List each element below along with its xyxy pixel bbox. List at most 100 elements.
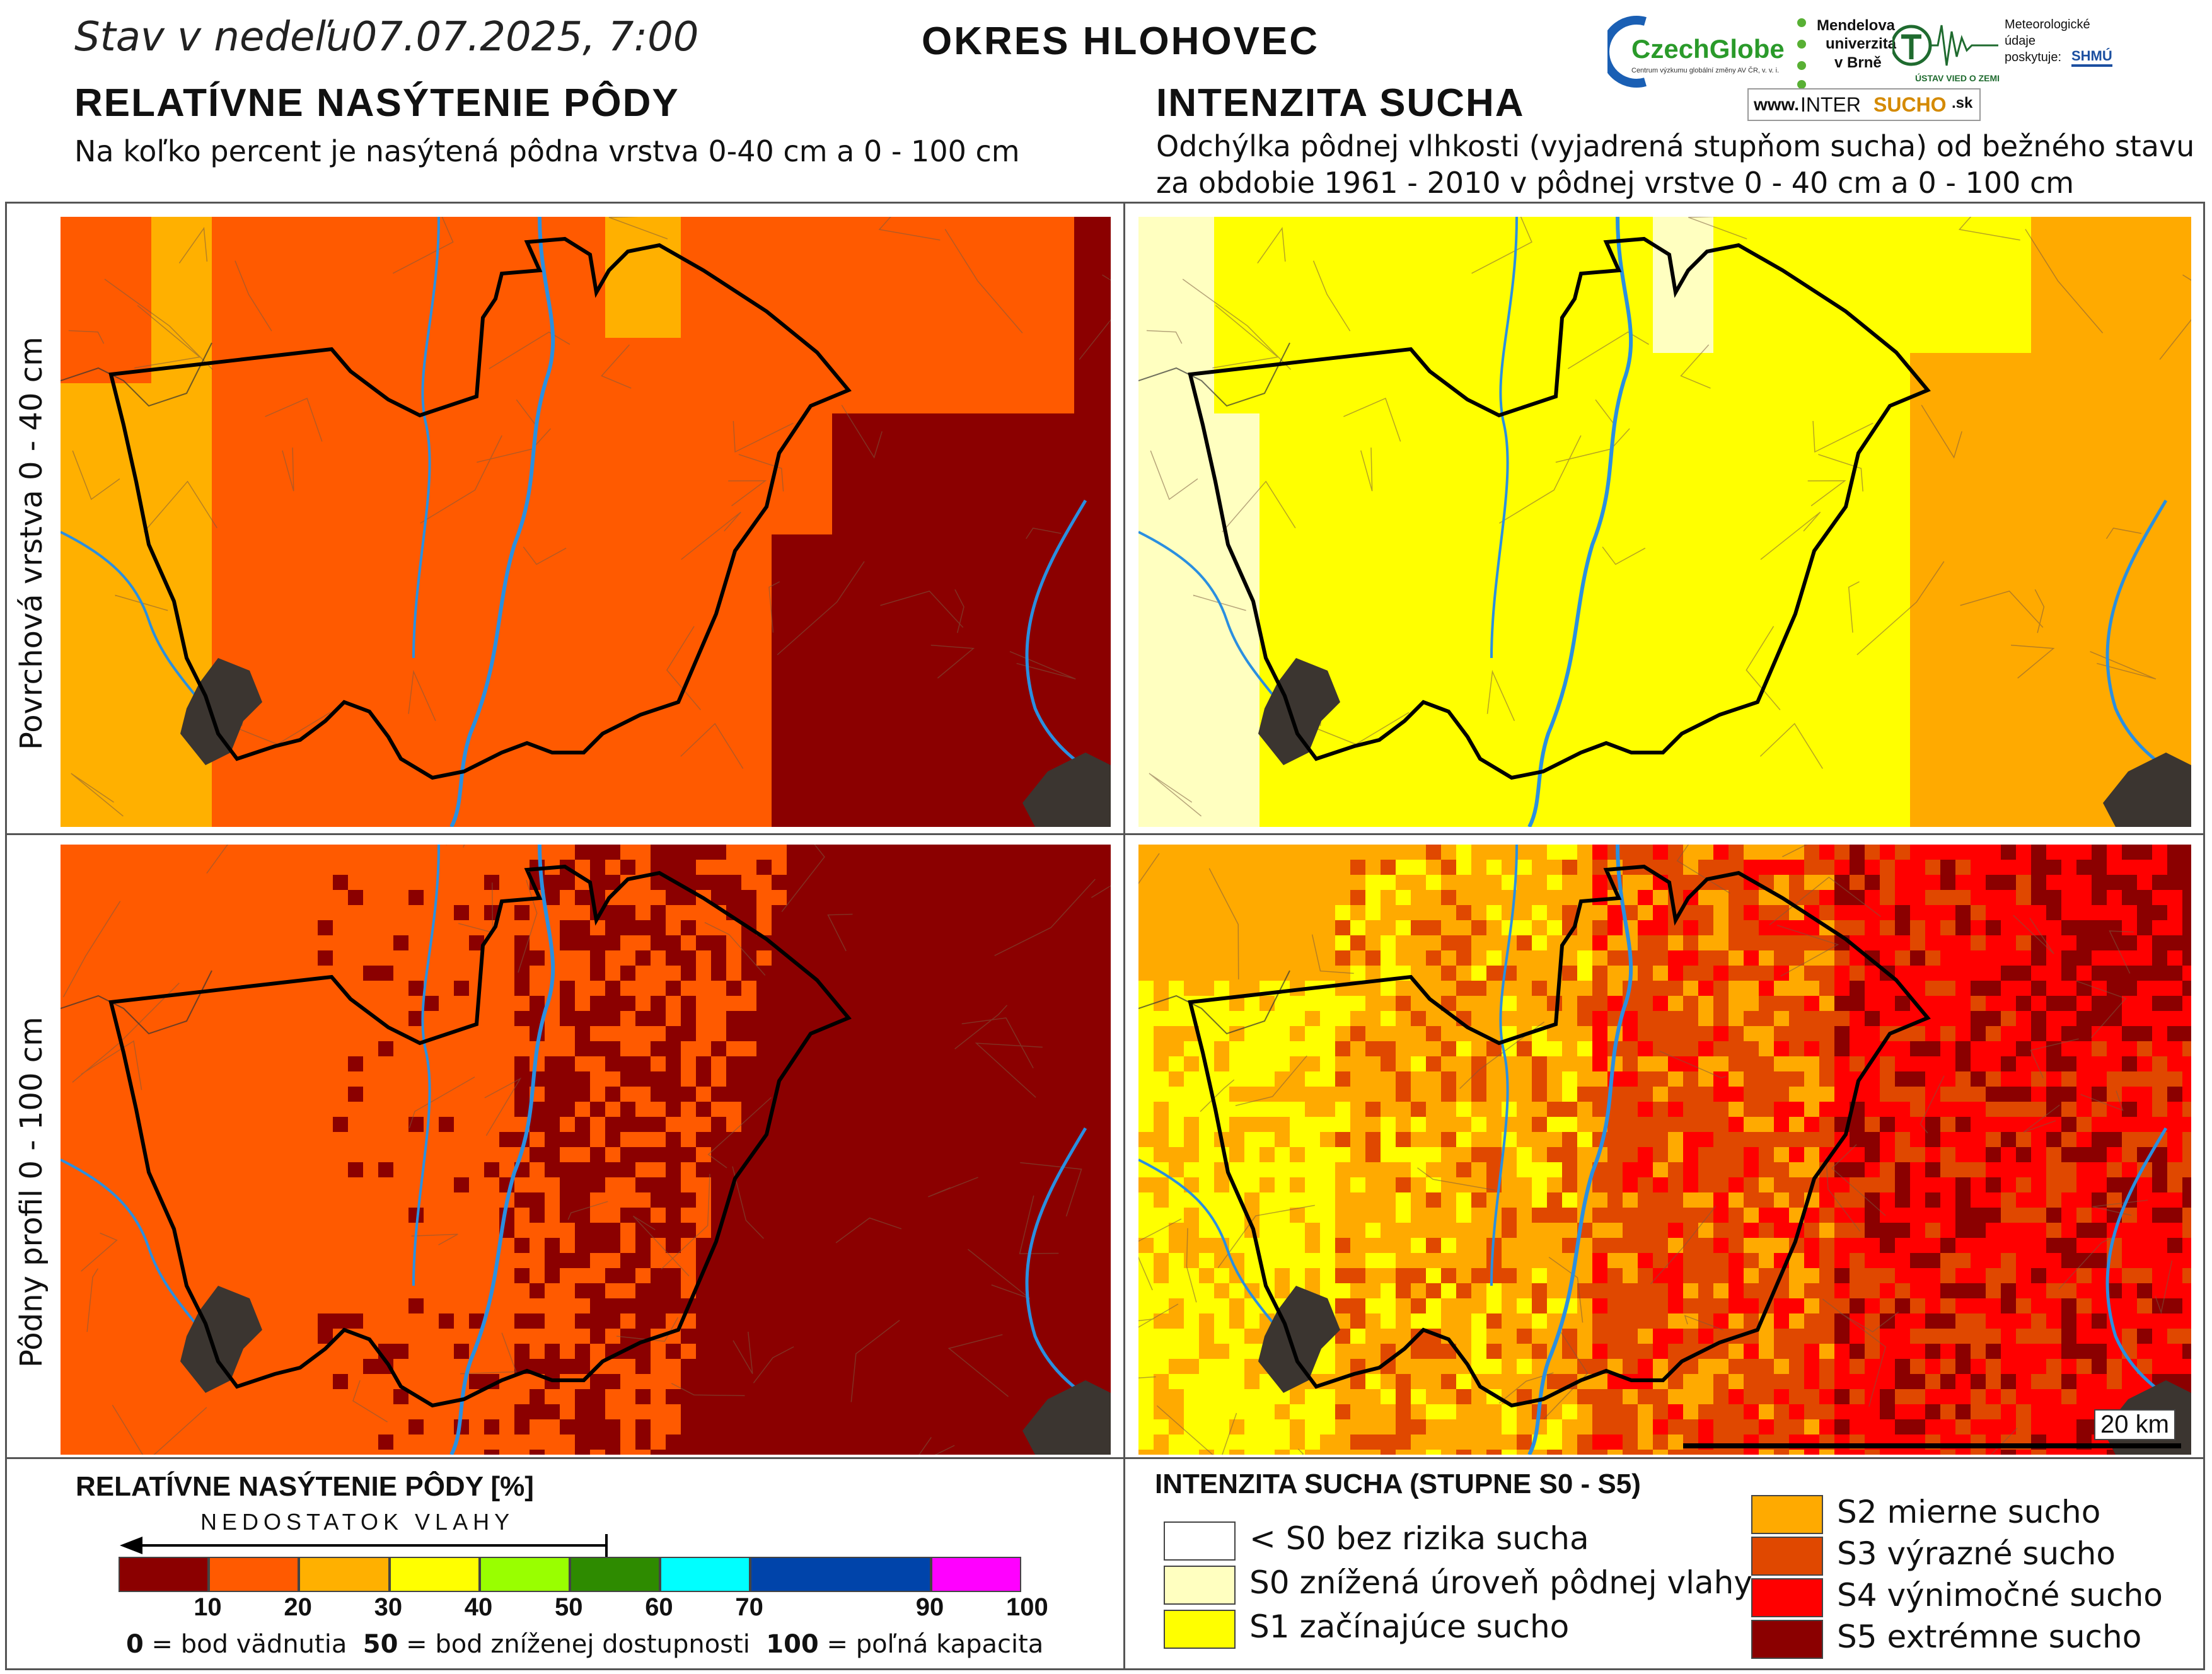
raster-cell — [393, 580, 409, 596]
raster-cell — [454, 292, 470, 308]
raster-cell — [333, 655, 349, 671]
raster-cell — [832, 217, 848, 233]
raster-cell — [726, 262, 742, 278]
raster-cell — [908, 413, 924, 429]
raster-cell — [121, 338, 137, 354]
raster-cell — [287, 595, 303, 611]
raster-cell — [605, 429, 621, 444]
raster-cell — [1396, 565, 1411, 580]
raster-cell — [2122, 625, 2138, 641]
raster-cell — [1154, 595, 1169, 611]
raster-cell — [408, 504, 424, 520]
raster-cell — [772, 247, 787, 263]
raster-cell — [1865, 247, 1880, 263]
raster-cell — [166, 368, 182, 384]
raster-cell — [1456, 504, 1472, 520]
raster-cell — [1986, 292, 2001, 308]
raster-cell — [287, 232, 303, 248]
raster-cell — [1290, 262, 1306, 278]
raster-cell — [1819, 368, 1835, 384]
raster-cell — [61, 444, 76, 459]
raster-cell — [1880, 489, 1896, 505]
raster-cell — [1089, 580, 1105, 596]
raster-cell — [726, 398, 742, 414]
raster-cell — [1396, 474, 1411, 490]
raster-cell — [1713, 444, 1729, 459]
raster-cell — [817, 504, 833, 520]
raster-cell — [1486, 474, 1502, 490]
raster-cell — [938, 398, 954, 414]
raster-cell — [2016, 292, 2032, 308]
raster-cell — [2076, 580, 2092, 596]
raster-cell — [635, 595, 651, 611]
raster-cell — [802, 459, 818, 475]
raster-cell — [1184, 580, 1200, 596]
raster-cell — [1744, 277, 1759, 293]
raster-cell — [1441, 353, 1457, 369]
raster-cell — [1214, 217, 1230, 233]
raster-cell — [2122, 353, 2138, 369]
raster-cell — [91, 761, 107, 777]
raster-cell — [2061, 338, 2077, 354]
raster-cell — [2031, 504, 2047, 520]
raster-cell — [787, 368, 802, 384]
raster-cell — [923, 610, 939, 626]
raster-cell — [1365, 504, 1381, 520]
raster-cell — [1880, 368, 1896, 384]
raster-cell — [1169, 308, 1184, 323]
raster-cell — [787, 776, 802, 792]
map-saturation-topsoil[interactable] — [61, 217, 1111, 827]
raster-cell — [1638, 459, 1653, 475]
raster-cell — [91, 671, 107, 686]
raster-cell — [1396, 444, 1411, 459]
raster-cell — [1350, 368, 1366, 384]
raster-cell — [711, 776, 727, 792]
raster-cell — [1955, 474, 1971, 490]
raster-cell — [1059, 232, 1075, 248]
raster-cell — [787, 550, 802, 565]
raster-cell — [1668, 565, 1684, 580]
raster-cell — [1955, 459, 1971, 475]
raster-cell — [182, 444, 197, 459]
raster-cell — [938, 413, 954, 429]
raster-cell — [2061, 262, 2077, 278]
raster-cell — [363, 655, 379, 671]
raster-cell — [1502, 459, 1517, 475]
raster-cell — [1320, 429, 1336, 444]
raster-cell — [1910, 429, 1926, 444]
raster-cell — [1059, 580, 1075, 596]
raster-cell — [1199, 277, 1215, 293]
raster-cell — [2092, 277, 2107, 293]
raster-cell — [1728, 247, 1744, 263]
raster-cell — [499, 383, 515, 399]
raster-cell — [1305, 580, 1321, 596]
raster-cell — [2152, 323, 2168, 338]
intersucho-part-b: SUCHO — [1873, 93, 1947, 116]
raster-cell — [1029, 731, 1045, 747]
intersucho-link[interactable]: www. INTER SUCHO .sk — [1747, 88, 1981, 121]
map-drought-topsoil[interactable] — [1138, 217, 2191, 827]
raster-cell — [1789, 383, 1805, 399]
raster-cell — [832, 686, 848, 701]
raster-cell — [2061, 459, 2077, 475]
raster-cell — [499, 504, 515, 520]
raster-cell — [1955, 565, 1971, 580]
raster-cell — [862, 429, 878, 444]
raster-cell — [2182, 277, 2191, 293]
raster-cell — [1910, 323, 1926, 338]
raster-cell — [1971, 429, 1986, 444]
raster-cell — [1411, 580, 1427, 596]
raster-cell — [439, 413, 455, 429]
raster-cell — [1335, 413, 1351, 429]
raster-cell — [1910, 640, 1926, 656]
raster-cell — [908, 550, 924, 565]
raster-cell — [802, 761, 818, 777]
raster-cell — [303, 474, 318, 490]
raster-cell — [333, 595, 349, 611]
raster-cell — [1940, 625, 1956, 641]
raster-cell — [76, 655, 91, 671]
raster-cell — [1713, 504, 1729, 520]
raster-cell — [983, 671, 999, 686]
raster-cell — [862, 519, 878, 535]
raster-cell — [590, 413, 606, 429]
